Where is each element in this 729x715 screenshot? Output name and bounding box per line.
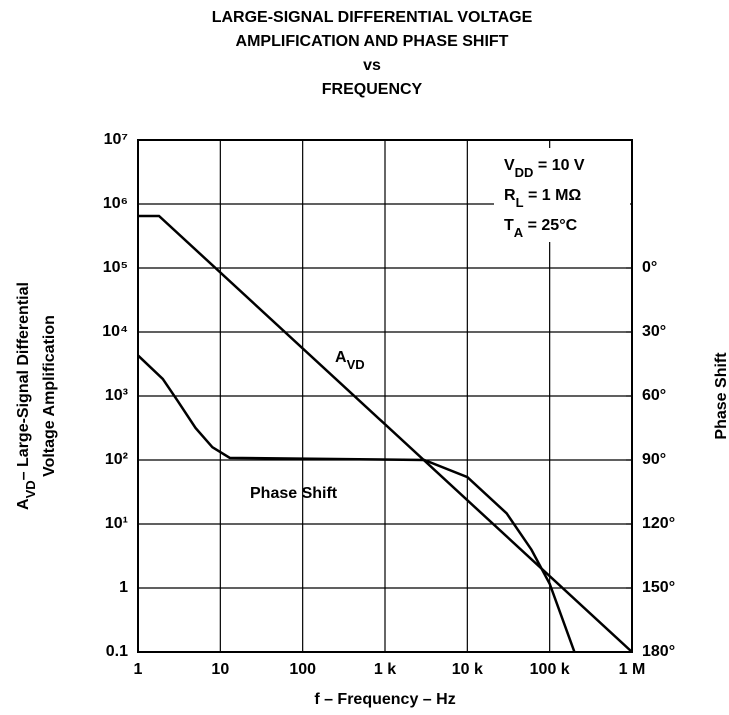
chart-title: FREQUENCY <box>322 81 423 98</box>
y-tick-label: 10⁷ <box>104 131 128 148</box>
series-label-part: VD <box>347 357 365 372</box>
chart-title: vs <box>363 57 381 74</box>
y-tick-label: 10¹ <box>105 515 128 532</box>
y2-tick-label: 0° <box>642 259 657 276</box>
y-axis-label: AVD– Large-Signal Differential <box>15 282 38 510</box>
annotation: VDD = 10 V <box>504 157 585 180</box>
series-label: AVD <box>335 349 365 372</box>
annotation-part: = 1 MΩ <box>524 187 582 204</box>
y2-axis-label: Phase Shift <box>713 352 729 440</box>
y2-tick-label: 180° <box>642 643 675 660</box>
y-tick-label: 10² <box>105 451 128 468</box>
annotation-part: A <box>514 225 524 240</box>
x-tick-label: 100 <box>289 661 316 678</box>
x-tick-label: 10 <box>211 661 229 678</box>
annotation-part: DD <box>515 165 534 180</box>
series-label-part: A <box>335 349 347 366</box>
y-tick-label: 10³ <box>105 387 128 404</box>
y-tick-label: 10⁴ <box>102 323 128 340</box>
y2-tick-label: 30° <box>642 323 666 340</box>
y2-tick-label: 120° <box>642 515 675 532</box>
y-axis-label: Voltage Amplification <box>41 315 58 477</box>
x-tick-label: 10 k <box>452 661 483 678</box>
annotation: RL = 1 MΩ <box>504 187 581 210</box>
y-axis-label-part: – Large-Signal Differential <box>15 282 32 480</box>
annotation: TA = 25°C <box>504 217 578 240</box>
y-tick-label: 10⁶ <box>103 195 128 212</box>
x-tick-label: 1 k <box>374 661 396 678</box>
series-label-part: Phase Shift <box>250 485 338 502</box>
annotation-part: V <box>504 157 515 174</box>
annotation-part: T <box>504 217 514 234</box>
annotation-part: R <box>504 187 516 204</box>
annotation-part: = 25°C <box>523 217 577 234</box>
line <box>138 214 633 653</box>
y-tick-label: 10⁵ <box>103 259 128 276</box>
y-axis-label-part: A <box>15 498 32 510</box>
series-label: Phase Shift <box>250 485 338 502</box>
chart-title: LARGE-SIGNAL DIFFERENTIAL VOLTAGE <box>212 9 533 26</box>
x-axis-label: f – Frequency – Hz <box>314 691 455 708</box>
y-axis-label-part: VD <box>23 480 38 498</box>
y-axis-label-part: Voltage Amplification <box>41 315 58 477</box>
y2-tick-label: 90° <box>642 451 666 468</box>
y-tick-label: 0.1 <box>106 643 128 660</box>
line <box>137 354 576 653</box>
x-tick-label: 1 M <box>619 661 646 678</box>
chart-title: AMPLIFICATION AND PHASE SHIFT <box>236 33 509 50</box>
y-tick-label: 1 <box>119 579 128 596</box>
plot-frame <box>137 139 633 653</box>
y2-tick-label: 60° <box>642 387 666 404</box>
x-tick-label: 1 <box>134 661 143 678</box>
annotation-box <box>494 148 630 242</box>
x-tick-label: 100 k <box>530 661 570 678</box>
annotation-part: = 10 V <box>533 157 584 174</box>
y2-tick-label: 150° <box>642 579 675 596</box>
annotation-part: L <box>516 195 524 210</box>
